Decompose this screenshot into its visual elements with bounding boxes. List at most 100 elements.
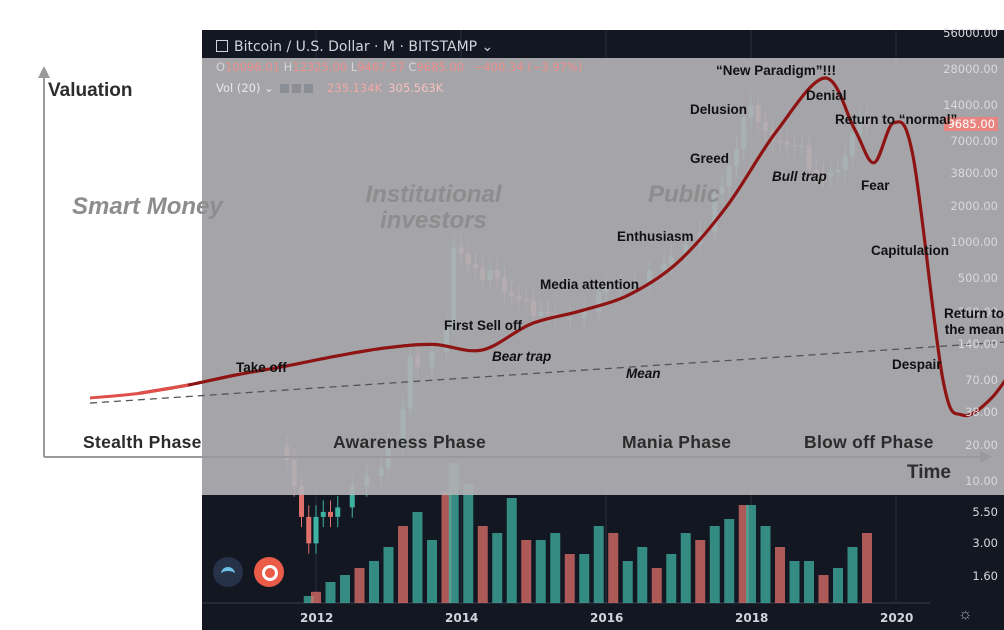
- change-value: −400.34 (−3.97%): [473, 60, 583, 74]
- label-institutional-investors: Institutional investors: [365, 181, 502, 234]
- annotation-return-to-mean: Return to the mean: [944, 306, 1004, 337]
- volume-value-2: 305.563K: [388, 81, 444, 95]
- symbol-title-text: Bitcoin / U.S. Dollar · M · BITSTAMP: [234, 39, 478, 55]
- candle-body: [299, 486, 304, 517]
- volume-bar: [680, 533, 691, 603]
- volume-bar: [506, 498, 517, 603]
- annotation-media-attention: Media attention: [540, 277, 640, 292]
- annotation-delusion: Delusion: [690, 102, 748, 117]
- volume-bar: [593, 526, 604, 603]
- volume-bar: [354, 568, 365, 603]
- volume-bar: [666, 554, 677, 603]
- eye-icon[interactable]: [280, 84, 290, 93]
- label-smart-money: Smart Money: [72, 193, 223, 220]
- annotation-return-normal: Return to “normal”: [835, 112, 958, 127]
- volume-bar: [521, 540, 532, 603]
- volume-bar: [441, 491, 452, 603]
- candle-body: [349, 486, 355, 508]
- volume-bar: [738, 505, 749, 603]
- volume-bar: [622, 561, 633, 603]
- volume-bar: [608, 533, 619, 603]
- annotation-bear-trap: Bear trap: [492, 349, 552, 364]
- volume-bar: [818, 575, 829, 603]
- volume-bar: [448, 463, 459, 603]
- volume-bar: [746, 505, 756, 603]
- app-logo[interactable]: [254, 557, 284, 587]
- bubble-curve: [138, 76, 1004, 418]
- phase-stealth: Stealth Phase: [83, 432, 202, 452]
- volume-bar: [760, 526, 771, 603]
- time-axis-label: 2020: [880, 611, 914, 625]
- volume-bar: [847, 547, 858, 603]
- price-axis-label: 56000.00: [943, 26, 998, 40]
- volume-bar: [833, 568, 843, 603]
- price-axis-label: 3800.00: [950, 165, 998, 180]
- volume-bars: [303, 463, 872, 603]
- volume-bar: [550, 533, 561, 603]
- close-icon[interactable]: [304, 84, 314, 93]
- price-axis-label: 14000.00: [943, 97, 998, 112]
- annotation-fear: Fear: [861, 178, 890, 193]
- symbol-title[interactable]: Bitcoin / U.S. Dollar · M · BITSTAMP ⌄: [216, 39, 493, 55]
- price-axis-label: 5.50: [972, 504, 998, 519]
- time-axis-label: 2016: [590, 611, 624, 625]
- candle-body: [313, 516, 319, 544]
- annotation-bull-trap: Bull trap: [772, 169, 827, 184]
- annotation-take-off: Take off: [236, 360, 287, 375]
- annotation-greed: Greed: [690, 151, 730, 166]
- settings-icon[interactable]: [292, 84, 302, 93]
- volume-bar: [651, 568, 662, 603]
- price-axis-label: 10.00: [965, 473, 998, 488]
- volume-bar: [427, 540, 437, 603]
- price-axis-label: 2000.00: [950, 198, 998, 213]
- phase-mania: Mania Phase: [622, 432, 732, 452]
- volume-bar: [637, 547, 648, 603]
- price-axis-label: 38.00: [965, 404, 998, 419]
- volume-bar: [477, 526, 488, 603]
- volume-bar: [804, 561, 814, 603]
- ohlc-readout: O10096.01 H12325.00 L9467.57 C9685.00 −4…: [216, 60, 583, 74]
- price-axis-label: 500.00: [957, 270, 998, 285]
- close-value: 9685.00: [416, 60, 465, 74]
- collapse-icon[interactable]: [216, 40, 228, 52]
- price-axis-label: 260.00: [957, 304, 998, 319]
- price-axis-label: 20.00: [965, 437, 998, 452]
- time-axis-label: 2014: [445, 611, 479, 625]
- volume-bar: [709, 526, 720, 603]
- price-axis-label: 70.00: [965, 372, 998, 387]
- volume-bar: [775, 547, 785, 603]
- bubble-curve-left: [89, 383, 189, 400]
- annotation-mean: Mean: [626, 366, 661, 381]
- volume-bar: [564, 554, 575, 603]
- price-axis-label: 1000.00: [950, 234, 998, 249]
- tradingview-logo[interactable]: [213, 557, 243, 587]
- price-axis-label: 1.60: [972, 569, 998, 583]
- volume-bar: [535, 540, 546, 603]
- gear-icon[interactable]: ☼: [958, 606, 973, 623]
- price-axis-label: 7000.00: [950, 133, 998, 148]
- volume-bar: [303, 596, 314, 603]
- high-value: 12325.00: [292, 60, 348, 74]
- phase-awareness: Awareness Phase: [333, 432, 487, 452]
- time-axis-label: 2018: [735, 611, 769, 625]
- x-axis-title: Time: [907, 462, 952, 483]
- candle-body: [320, 511, 326, 517]
- volume-label[interactable]: Vol (20): [216, 81, 261, 95]
- low-value: 9467.57: [357, 60, 405, 74]
- candle-body: [306, 516, 312, 544]
- volume-bar: [862, 533, 872, 603]
- y-axis-title: Valuation: [48, 80, 133, 101]
- volume-bar: [383, 547, 394, 603]
- volume-bar: [492, 533, 503, 603]
- price-axis-label: 9685.00: [944, 117, 998, 132]
- price-axis-label: 28000.00: [943, 61, 998, 76]
- price-axis-label: 3.00: [972, 536, 998, 551]
- annotation-despair: Despair: [892, 357, 942, 372]
- volume-bar: [789, 561, 800, 603]
- open-value: 10096.01: [225, 60, 280, 74]
- volume-bar: [369, 561, 379, 603]
- label-public: Public: [648, 181, 721, 208]
- annotation-enthusiasm: Enthusiasm: [617, 229, 694, 244]
